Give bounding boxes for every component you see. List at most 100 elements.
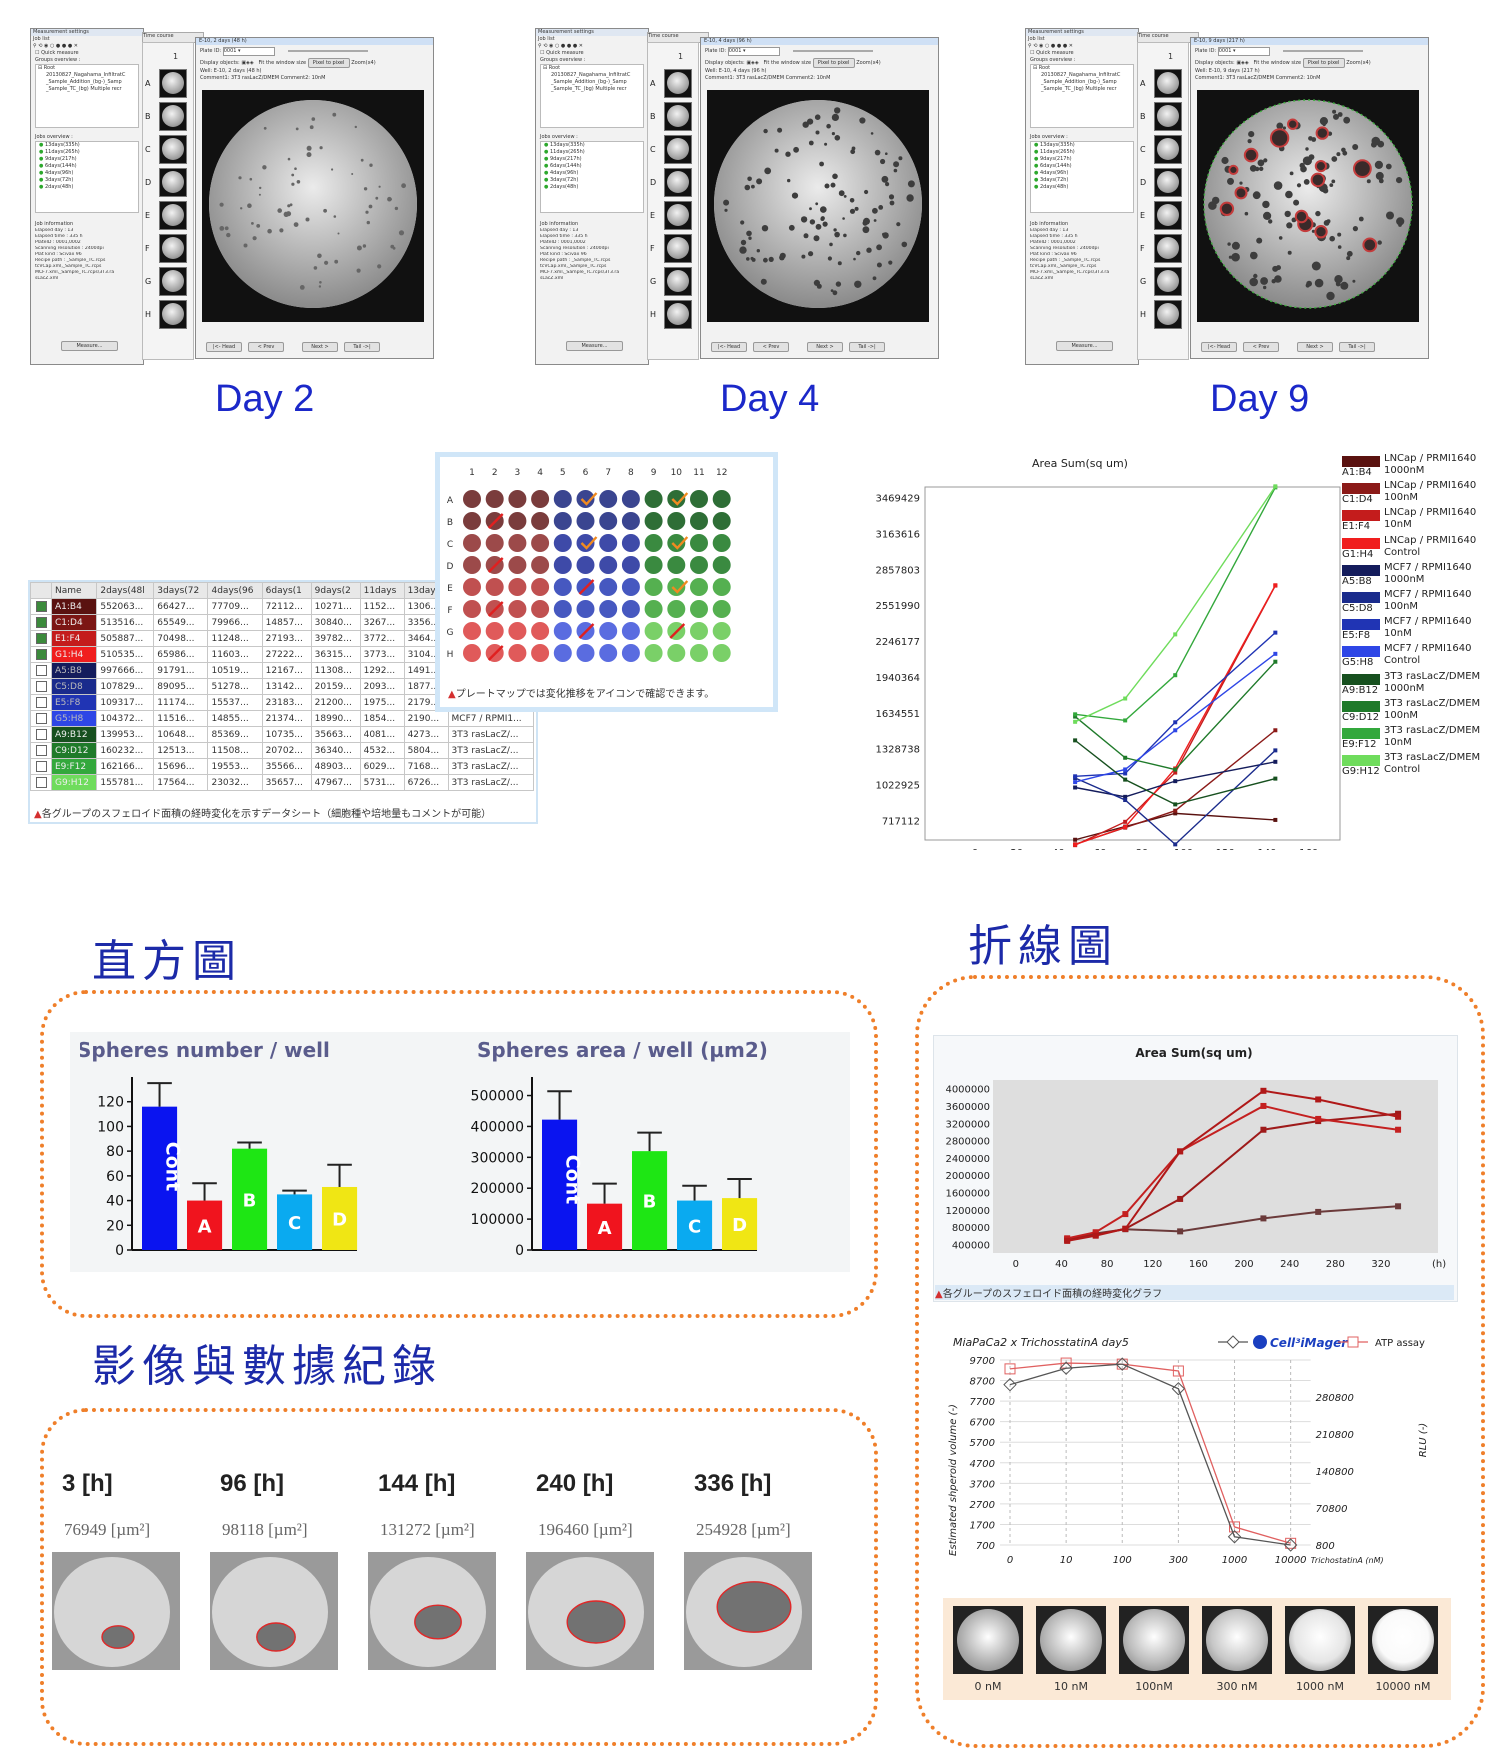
nav-button[interactable]: Next >: [302, 342, 338, 352]
measure-button[interactable]: Measure...: [61, 341, 118, 351]
plate-well[interactable]: [553, 556, 572, 574]
plate-well[interactable]: [576, 644, 595, 662]
pixel-to-pixel-button[interactable]: Pixel to pixel: [812, 58, 855, 68]
display-icons[interactable]: ▣◈◈: [241, 60, 254, 66]
well-thumbnail[interactable]: [159, 135, 187, 164]
plate-well[interactable]: [599, 600, 618, 618]
plate-well[interactable]: [508, 644, 527, 662]
zoom-slider[interactable]: [288, 49, 369, 52]
plate-well[interactable]: [644, 644, 663, 662]
plate-well[interactable]: [485, 534, 504, 552]
job-item[interactable]: ● 6days(144h): [1034, 163, 1072, 169]
plate-well[interactable]: [712, 644, 731, 662]
well-thumbnail[interactable]: [1154, 267, 1182, 296]
plate-well[interactable]: [553, 578, 572, 596]
plate-well[interactable]: [644, 534, 663, 552]
plate-well[interactable]: [599, 556, 618, 574]
plate-well[interactable]: [508, 622, 527, 640]
plate-well[interactable]: [712, 512, 731, 530]
plate-well[interactable]: [599, 644, 618, 662]
job-item[interactable]: ● 2days(48h): [544, 184, 579, 190]
plate-well[interactable]: [621, 512, 640, 530]
plate-well[interactable]: [621, 534, 640, 552]
well-thumbnail[interactable]: [664, 267, 692, 296]
plate-well[interactable]: [667, 644, 686, 662]
plate-well[interactable]: [576, 490, 595, 508]
plate-well[interactable]: [576, 556, 595, 574]
job-item[interactable]: ● 9days(217h): [1034, 156, 1072, 162]
plate-well[interactable]: [599, 622, 618, 640]
plate-well[interactable]: [621, 600, 640, 618]
plate-id-select[interactable]: 0001 ▾: [222, 47, 275, 56]
job-item[interactable]: ● 2days(48h): [39, 184, 74, 190]
nav-button[interactable]: |<- Head: [1201, 342, 1237, 352]
row-checkbox[interactable]: [35, 712, 47, 724]
plate-well[interactable]: [531, 578, 550, 596]
plate-well[interactable]: [508, 556, 527, 574]
pixel-to-pixel-button[interactable]: Pixel to pixel: [307, 58, 350, 68]
plate-well[interactable]: [463, 534, 481, 552]
well-thumbnail[interactable]: [1154, 300, 1182, 329]
row-checkbox[interactable]: [35, 632, 47, 644]
plate-well[interactable]: [621, 556, 640, 574]
plate-well[interactable]: [644, 490, 663, 508]
plate-well[interactable]: [553, 622, 572, 640]
plate-well[interactable]: [667, 556, 686, 574]
plate-well[interactable]: [463, 490, 481, 508]
measure-button[interactable]: Measure...: [566, 341, 623, 351]
plate-well[interactable]: [599, 578, 618, 596]
plate-well[interactable]: [621, 622, 640, 640]
plate-well[interactable]: [690, 644, 708, 662]
plate-well[interactable]: [553, 512, 572, 530]
row-checkbox[interactable]: [35, 776, 47, 788]
well-thumbnail[interactable]: [159, 300, 187, 329]
job-item[interactable]: ● 13days(335h): [1034, 142, 1075, 148]
plate-well[interactable]: [485, 490, 504, 508]
plate-well[interactable]: [712, 578, 731, 596]
job-item[interactable]: ● 6days(144h): [544, 163, 582, 169]
well-thumbnail[interactable]: [664, 69, 692, 98]
job-item[interactable]: ● 6days(144h): [39, 163, 77, 169]
well-thumbnail[interactable]: [664, 168, 692, 197]
well-thumbnail[interactable]: [1154, 135, 1182, 164]
quick-measure-checkbox[interactable]: ☐ Quick measure: [540, 50, 584, 56]
nav-button[interactable]: Next >: [807, 342, 843, 352]
plate-well[interactable]: [712, 534, 731, 552]
plate-well[interactable]: [531, 622, 550, 640]
job-item[interactable]: ● 9days(217h): [39, 156, 77, 162]
plate-well[interactable]: [553, 490, 572, 508]
nav-button[interactable]: < Prev: [753, 342, 789, 352]
plate-well[interactable]: [463, 556, 481, 574]
well-thumbnail[interactable]: [1154, 201, 1182, 230]
plate-well[interactable]: [690, 578, 708, 596]
plate-well[interactable]: [576, 600, 595, 618]
plate-well[interactable]: [553, 600, 572, 618]
plate-well[interactable]: [621, 644, 640, 662]
plate-well[interactable]: [531, 512, 550, 530]
plate-well[interactable]: [667, 534, 686, 552]
plate-well[interactable]: [690, 490, 708, 508]
well-thumbnail[interactable]: [1154, 168, 1182, 197]
quick-measure-checkbox[interactable]: ☐ Quick measure: [1030, 50, 1074, 56]
well-thumbnail[interactable]: [159, 201, 187, 230]
plate-well[interactable]: [463, 622, 481, 640]
plate-well[interactable]: [690, 622, 708, 640]
well-thumbnail[interactable]: [664, 300, 692, 329]
nav-button[interactable]: < Prev: [1243, 342, 1279, 352]
well-thumbnail[interactable]: [1154, 69, 1182, 98]
job-item[interactable]: ● 4days(96h): [39, 170, 74, 176]
row-checkbox[interactable]: [35, 744, 47, 756]
plate-well[interactable]: [531, 556, 550, 574]
row-checkbox[interactable]: [35, 616, 47, 628]
plate-well[interactable]: [667, 600, 686, 618]
well-thumbnail[interactable]: [1154, 102, 1182, 131]
nav-button[interactable]: Next >: [1297, 342, 1333, 352]
plate-well[interactable]: [599, 490, 618, 508]
well-thumbnail[interactable]: [159, 69, 187, 98]
row-checkbox[interactable]: [35, 600, 47, 612]
quick-measure-checkbox[interactable]: ☐ Quick measure: [35, 50, 79, 56]
plate-well[interactable]: [463, 512, 481, 530]
plate-well[interactable]: [712, 600, 731, 618]
plate-well[interactable]: [712, 622, 731, 640]
job-item[interactable]: ● 2days(48h): [1034, 184, 1069, 190]
